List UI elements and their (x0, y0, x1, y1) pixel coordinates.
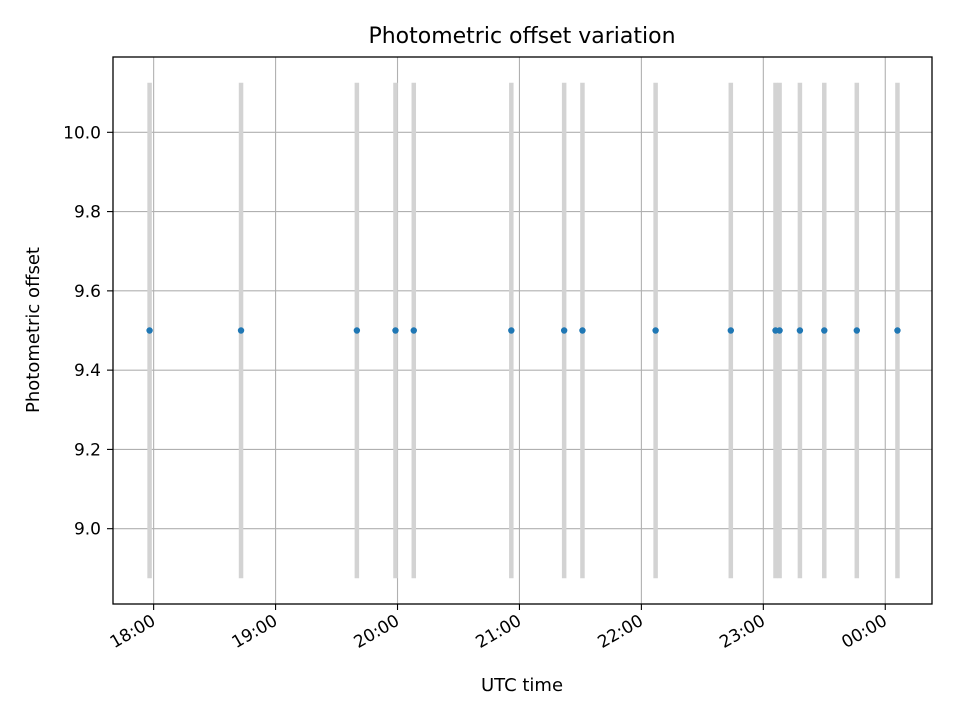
y-axis-ticks: 9.0 9.2 9.4 9.6 9.8 10.0 (63, 123, 113, 540)
data-point (146, 327, 153, 334)
data-point (392, 327, 399, 334)
x-tick-label: 00:00 (838, 611, 890, 653)
data-point (796, 327, 804, 334)
y-tick-label: 9.2 (74, 440, 101, 460)
x-axis-ticks: 18:00 19:00 20:00 21:00 22:00 23:00 00:00 (107, 604, 891, 653)
plot-frame (112, 56, 933, 605)
data-point (353, 327, 361, 334)
grid-lines (113, 57, 932, 604)
data-point (508, 327, 515, 334)
data-point (727, 327, 735, 334)
data-point (237, 327, 245, 334)
data-point (853, 327, 861, 334)
point-series (146, 327, 901, 334)
data-point (776, 327, 783, 334)
data-point (410, 327, 417, 334)
y-axis-label: Photometric offset (23, 247, 44, 413)
chart-title: Photometric offset variation (368, 24, 675, 49)
x-tick-label: 23:00 (716, 611, 768, 653)
x-tick-label: 20:00 (351, 611, 403, 653)
data-point (652, 327, 659, 334)
y-tick-label: 9.8 (74, 203, 101, 223)
data-point (821, 327, 828, 334)
y-tick-label: 9.6 (74, 282, 101, 302)
y-tick-label: 9.4 (74, 361, 101, 381)
x-tick-label: 21:00 (473, 611, 525, 653)
x-tick-label: 18:00 (107, 611, 159, 653)
x-tick-label: 22:00 (594, 611, 646, 653)
data-point (894, 327, 901, 334)
data-point (579, 327, 586, 334)
x-tick-label: 19:00 (229, 611, 281, 653)
errorbar-series (147, 82, 900, 579)
x-axis-label: UTC time (481, 675, 563, 696)
y-tick-label: 10.0 (63, 123, 101, 143)
y-tick-label: 9.0 (74, 520, 101, 540)
data-point (560, 327, 568, 334)
